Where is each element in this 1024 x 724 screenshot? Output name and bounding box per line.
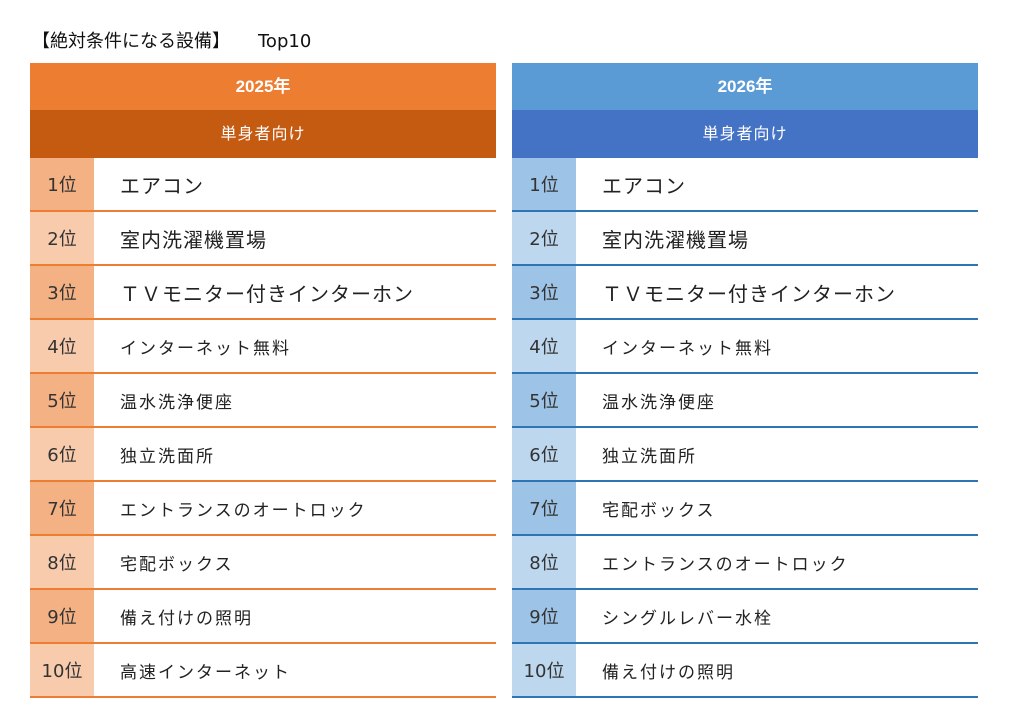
- rank-cell: 5位: [512, 374, 576, 426]
- rank-cell: 2位: [30, 212, 94, 264]
- item-cell: 独立洗面所: [120, 446, 215, 467]
- rank-cell: 3位: [30, 266, 94, 318]
- item-cell: エントランスのオートロック: [602, 554, 849, 575]
- table-row: 3位 ＴＶモニター付きインターホン: [512, 266, 978, 320]
- table-row: 4位 インターネット無料: [30, 320, 496, 374]
- table-row: 5位 温水洗浄便座: [30, 374, 496, 428]
- table-row: 10位 高速インターネット: [30, 644, 496, 698]
- table-row: 6位 独立洗面所: [30, 428, 496, 482]
- ranking-table-2025: 2025年 単身者向け 1位 エアコン 2位 室内洗濯機置場 3位 ＴＶモニター…: [30, 63, 496, 698]
- table-row: 8位 エントランスのオートロック: [512, 536, 978, 590]
- item-cell: 宅配ボックス: [120, 554, 234, 575]
- item-cell: 宅配ボックス: [602, 500, 716, 521]
- table-row: 1位 エアコン: [30, 158, 496, 212]
- item-cell: ＴＶモニター付きインターホン: [602, 281, 896, 306]
- item-cell: 温水洗浄便座: [602, 392, 716, 413]
- rank-cell: 8位: [30, 536, 94, 588]
- item-cell: インターネット無料: [602, 338, 773, 359]
- table-row: 4位 インターネット無料: [512, 320, 978, 374]
- item-cell: 室内洗濯機置場: [602, 227, 749, 252]
- rank-cell: 5位: [30, 374, 94, 426]
- item-cell: ＴＶモニター付きインターホン: [120, 281, 414, 306]
- segment-header: 単身者向け: [30, 110, 496, 158]
- rank-cell: 7位: [30, 482, 94, 534]
- rank-cell: 4位: [30, 320, 94, 372]
- rank-cell: 7位: [512, 482, 576, 534]
- rank-cell: 9位: [512, 590, 576, 642]
- rank-cell: 4位: [512, 320, 576, 372]
- table-row: 7位 エントランスのオートロック: [30, 482, 496, 536]
- table-row: 8位 宅配ボックス: [30, 536, 496, 590]
- item-cell: エアコン: [120, 173, 204, 198]
- item-cell: インターネット無料: [120, 338, 291, 359]
- page-title: 【絶対条件になる設備】 Top10: [32, 27, 311, 53]
- rank-cell: 6位: [30, 428, 94, 480]
- table-row: 9位 備え付けの照明: [30, 590, 496, 644]
- item-cell: 独立洗面所: [602, 446, 697, 467]
- segment-header: 単身者向け: [512, 110, 978, 158]
- item-cell: 備え付けの照明: [120, 608, 253, 629]
- table-row: 9位 シングルレバー水栓: [512, 590, 978, 644]
- table-row: 10位 備え付けの照明: [512, 644, 978, 698]
- table-row: 3位 ＴＶモニター付きインターホン: [30, 266, 496, 320]
- item-cell: 室内洗濯機置場: [120, 227, 267, 252]
- year-header: 2025年: [30, 63, 496, 110]
- rank-cell: 1位: [30, 158, 94, 210]
- item-cell: エアコン: [602, 173, 686, 198]
- rank-cell: 2位: [512, 212, 576, 264]
- rank-cell: 1位: [512, 158, 576, 210]
- table-row: 7位 宅配ボックス: [512, 482, 978, 536]
- rank-cell: 10位: [30, 644, 94, 696]
- rank-cell: 8位: [512, 536, 576, 588]
- rank-cell: 10位: [512, 644, 576, 696]
- table-row: 6位 独立洗面所: [512, 428, 978, 482]
- ranking-table-2026: 2026年 単身者向け 1位 エアコン 2位 室内洗濯機置場 3位 ＴＶモニター…: [512, 63, 978, 698]
- item-cell: 温水洗浄便座: [120, 392, 234, 413]
- rank-cell: 6位: [512, 428, 576, 480]
- year-header: 2026年: [512, 63, 978, 110]
- table-row: 2位 室内洗濯機置場: [512, 212, 978, 266]
- item-cell: エントランスのオートロック: [120, 500, 367, 521]
- item-cell: 備え付けの照明: [602, 662, 735, 683]
- rank-cell: 3位: [512, 266, 576, 318]
- item-cell: シングルレバー水栓: [602, 608, 773, 629]
- table-row: 2位 室内洗濯機置場: [30, 212, 496, 266]
- table-row: 1位 エアコン: [512, 158, 978, 212]
- title-sub: Top10: [258, 31, 312, 52]
- table-row: 5位 温水洗浄便座: [512, 374, 978, 428]
- item-cell: 高速インターネット: [120, 662, 291, 683]
- rank-cell: 9位: [30, 590, 94, 642]
- title-main: 【絶対条件になる設備】: [32, 31, 230, 52]
